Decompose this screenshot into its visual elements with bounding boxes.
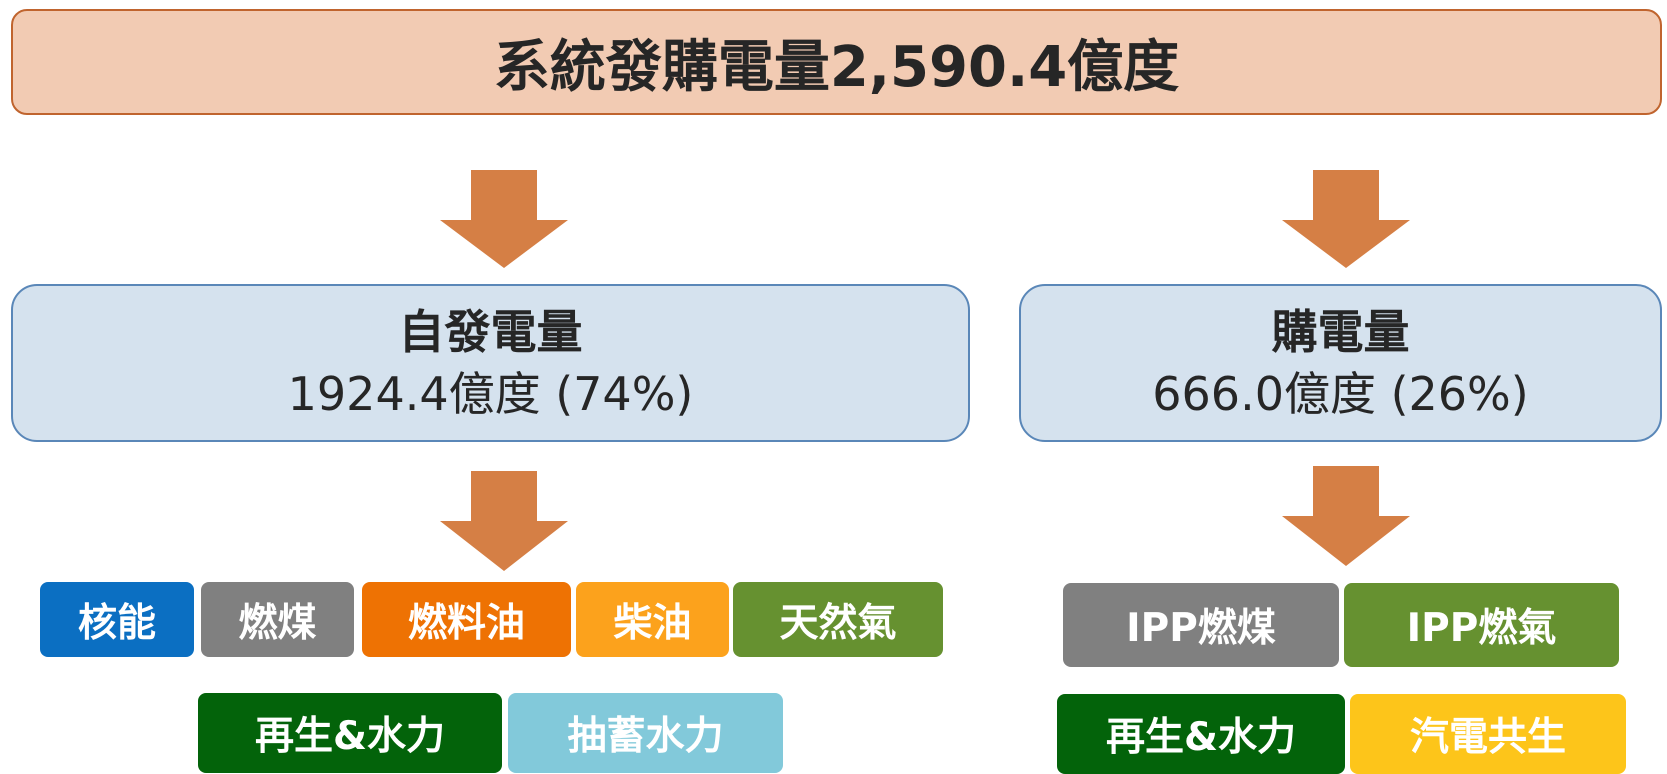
- box-title: 自發電量: [398, 305, 583, 359]
- chip: IPP燃煤: [1063, 583, 1339, 667]
- chip: 天然氣: [733, 582, 943, 657]
- box-title: 購電量: [1271, 305, 1410, 359]
- box-subtitle: 666.0億度 (26%): [1152, 367, 1529, 421]
- chip: 抽蓄水力: [508, 693, 783, 773]
- arrow: [440, 170, 568, 268]
- arrow: [1282, 170, 1410, 268]
- chip: 燃料油: [362, 582, 571, 657]
- right-box: 購電量 666.0億度 (26%): [1019, 284, 1662, 442]
- chip: 柴油: [576, 582, 729, 657]
- arrow: [1282, 466, 1410, 566]
- chip: 再生&水力: [1057, 694, 1345, 774]
- arrow: [440, 471, 568, 571]
- chip: 再生&水力: [198, 693, 502, 773]
- header: 系統發購電量2,590.4億度: [11, 9, 1662, 115]
- left-box: 自發電量 1924.4億度 (74%): [11, 284, 970, 442]
- chip: 核能: [40, 582, 194, 657]
- box-subtitle: 1924.4億度 (74%): [287, 367, 694, 421]
- chip: 燃煤: [201, 582, 354, 657]
- chip: IPP燃氣: [1344, 583, 1619, 667]
- chip: 汽電共生: [1350, 694, 1626, 774]
